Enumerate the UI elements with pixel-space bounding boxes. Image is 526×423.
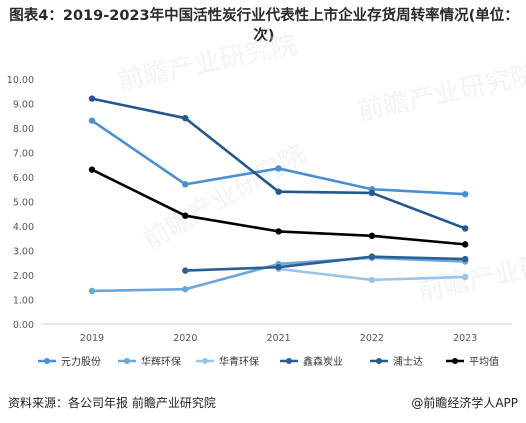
legend-item: 华辉环保 (118, 355, 181, 368)
data-point (368, 276, 376, 284)
legend-swatch-marker (202, 358, 208, 364)
watermark-text: 前瞻产业研究院 (139, 139, 312, 256)
y-tick-label: 8.00 (13, 124, 34, 135)
y-tick-label: 3.00 (13, 247, 34, 258)
watermark-text: 前瞻产业研究院 (115, 30, 299, 97)
legend-label: 鑫森炭业 (303, 355, 343, 368)
x-tick-label: 2023 (453, 333, 477, 344)
legend-swatch-marker (286, 358, 292, 364)
series-1 (88, 254, 469, 295)
data-point (275, 228, 282, 235)
y-tick-label: 1.00 (13, 296, 34, 307)
legend-item: 元力股份 (38, 355, 101, 368)
source-note: 资料来源：各公司年报 前瞻产业研究院 (8, 396, 216, 410)
legend-swatch-marker (452, 358, 458, 364)
data-point (462, 255, 469, 263)
data-point (462, 273, 469, 281)
series-5 (88, 166, 469, 248)
series-0 (88, 117, 469, 198)
legend-swatch-marker (376, 358, 382, 364)
data-point (88, 287, 96, 295)
data-point (462, 241, 469, 248)
y-tick-label: 4.00 (13, 222, 34, 233)
legend-item: 浦士达 (370, 355, 423, 368)
x-tick-label: 2019 (80, 333, 104, 344)
legend: 元力股份 华辉环保 华青环保 鑫森炭业 浦士达 平均值 (38, 355, 499, 368)
x-axis: 2019 2020 2021 2022 2023 (42, 323, 512, 344)
data-point (182, 115, 189, 122)
y-tick-label: 9.00 (13, 100, 34, 111)
legend-swatch-marker (44, 358, 50, 364)
data-point (462, 225, 469, 232)
legend-label: 平均值 (469, 355, 499, 368)
data-point (88, 166, 96, 173)
legend-item: 鑫森炭业 (280, 355, 343, 368)
data-point (182, 286, 189, 293)
legend-item: 平均值 (446, 355, 499, 368)
series-layer (88, 95, 469, 295)
data-point (275, 165, 282, 172)
credit-note: @前瞻经济学人APP (411, 396, 518, 410)
x-tick-label: 2021 (267, 333, 291, 344)
data-point (182, 181, 189, 188)
data-point (368, 189, 376, 197)
legend-label: 华辉环保 (141, 355, 181, 368)
data-point (462, 190, 469, 198)
y-tick-label: 2.00 (13, 271, 34, 282)
y-tick-label: 5.00 (13, 198, 34, 209)
legend-swatch-marker (124, 358, 130, 364)
data-point (275, 188, 282, 195)
legend-item: 华青环保 (196, 355, 259, 368)
series-line (185, 255, 466, 272)
data-point (88, 117, 96, 124)
x-tick-label: 2022 (360, 333, 384, 344)
watermark-text: 前瞻产业研究院 (415, 240, 526, 307)
legend-label: 浦士达 (393, 355, 423, 368)
x-tick-label: 2020 (173, 333, 197, 344)
data-point (368, 253, 376, 260)
data-point (182, 267, 189, 274)
legend-label: 元力股份 (61, 355, 101, 368)
y-tick-label: 0.00 (13, 320, 34, 331)
data-point (368, 232, 376, 239)
chart-title: 图表4：2019-2023年中国活性炭行业代表性上市企业存货周转率情况(单位：次… (9, 8, 519, 44)
series-4 (88, 95, 469, 232)
data-point (182, 212, 189, 219)
data-point (275, 263, 282, 271)
legend-label: 华青环保 (219, 355, 259, 368)
data-point (88, 95, 96, 102)
watermark-text: 前瞻产业研究院 (355, 60, 526, 127)
y-tick-label: 6.00 (13, 173, 34, 184)
series-3 (182, 253, 469, 274)
y-tick-label: 7.00 (13, 149, 34, 160)
y-axis: 0.00 1.00 2.00 3.00 4.00 5.00 6.00 7.00 8.00 9.00… (7, 75, 34, 331)
y-tick-label: 10.00 (7, 75, 34, 86)
